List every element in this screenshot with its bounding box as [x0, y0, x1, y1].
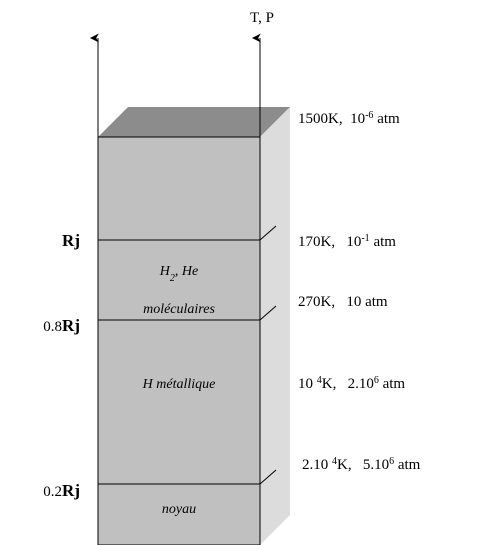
text-part: 2: [170, 273, 175, 284]
text-part: H: [159, 264, 171, 279]
radius-label: 0.2Rj: [43, 481, 80, 500]
text-part: 6: [389, 456, 394, 467]
text-part: 1500K, 10: [298, 111, 365, 127]
radius-label: Rj: [62, 231, 80, 250]
text-part: 4: [317, 375, 322, 386]
box-front: [97, 136, 261, 545]
text-part: , He: [175, 264, 198, 279]
text-part: Rj: [62, 481, 80, 500]
text-part: 170K, 10: [298, 234, 361, 250]
layer-label: noyau: [162, 502, 196, 517]
text-part: 0.2: [43, 484, 62, 500]
axis-label: T, P: [250, 10, 274, 26]
condition-label: 1500K, 10-6 atm: [298, 110, 400, 128]
text-part: -6: [365, 110, 373, 121]
text-part: -1: [361, 233, 369, 244]
condition-label: 270K, 10 atm: [298, 294, 388, 310]
text-part: K, 5.10: [337, 457, 389, 473]
side-tick: [259, 305, 277, 321]
text-part: atm: [394, 457, 421, 473]
condition-label: 170K, 10-1 atm: [298, 233, 396, 251]
text-part: K, 2.10: [322, 376, 374, 392]
side-tick: [259, 225, 277, 241]
side-tick: [259, 469, 277, 485]
layer-label: H métallique: [142, 377, 216, 392]
layer-label: moléculaires: [143, 302, 215, 317]
condition-label: 2.10 4K, 5.106 atm: [302, 456, 421, 474]
text-part: atm: [370, 234, 397, 250]
text-part: noyau: [162, 502, 196, 517]
text-part: moléculaires: [143, 302, 215, 317]
text-part: 4: [332, 456, 337, 467]
text-part: atm: [373, 111, 400, 127]
radius-label: 0.8Rj: [43, 316, 80, 335]
box-side: [260, 107, 290, 545]
text-part: 0.8: [43, 319, 62, 335]
condition-label: 10 4K, 2.106 atm: [298, 375, 405, 393]
text-part: Rj: [62, 231, 80, 250]
text-part: 6: [374, 375, 379, 386]
text-part: 10: [298, 376, 317, 392]
text-part: atm: [379, 376, 406, 392]
text-part: 2.10: [302, 457, 332, 473]
text-part: 270K, 10 atm: [298, 294, 388, 310]
text-part: Rj: [62, 316, 80, 335]
text-part: H métallique: [142, 377, 216, 392]
layer-label: H2, He: [159, 264, 198, 284]
box-top: [98, 107, 290, 137]
